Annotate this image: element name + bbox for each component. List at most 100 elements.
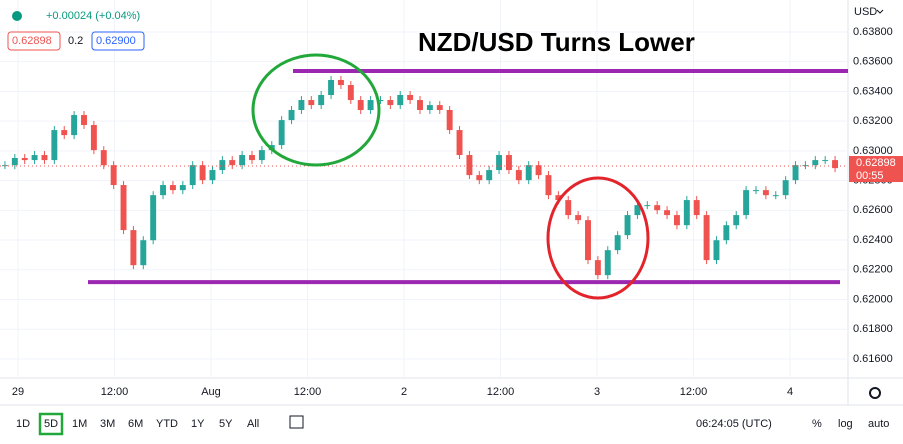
candle <box>209 170 216 181</box>
candle <box>407 94 414 101</box>
x-tick-label: 3 <box>594 386 600 398</box>
candle <box>41 155 48 161</box>
y-tick-label: 0.63800 <box>853 26 893 38</box>
spread: 0.2 <box>68 35 83 47</box>
y-tick-label: 0.63000 <box>853 145 893 157</box>
candle <box>31 155 38 161</box>
candle <box>614 235 621 251</box>
countdown: 00:55 <box>856 170 884 182</box>
candle <box>832 160 839 169</box>
currency[interactable]: USD <box>854 6 877 18</box>
change: +0.00024 (+0.04%) <box>46 10 140 22</box>
candle <box>782 180 789 196</box>
candle <box>772 195 779 197</box>
candle <box>219 160 226 171</box>
candle <box>357 100 364 110</box>
candle <box>199 165 206 181</box>
active-range-box[interactable] <box>38 412 64 436</box>
gear[interactable] <box>869 387 881 399</box>
candle <box>703 215 710 261</box>
bid[interactable]: 0.62898 <box>12 35 52 47</box>
candle <box>150 195 157 241</box>
candle <box>397 94 404 106</box>
last-price-box <box>849 156 903 183</box>
range-button[interactable]: 1Y <box>191 418 205 430</box>
candle <box>466 155 473 176</box>
candle <box>624 215 631 236</box>
range-button[interactable]: 3M <box>100 418 115 430</box>
candle <box>377 100 384 102</box>
range-button[interactable]: 1M <box>72 418 87 430</box>
x-tick-label: 12:00 <box>294 386 322 398</box>
range-button[interactable]: 1D <box>16 418 30 430</box>
calendar-icon[interactable] <box>289 415 304 429</box>
candle <box>575 215 582 221</box>
candle <box>555 195 562 201</box>
candle <box>634 205 641 216</box>
candle <box>723 225 730 241</box>
candle <box>169 185 176 191</box>
candle <box>81 115 87 126</box>
candle <box>802 165 809 167</box>
candle <box>644 205 651 207</box>
candle <box>535 165 542 176</box>
ask-box[interactable] <box>91 31 145 51</box>
range-button[interactable]: 5D <box>44 418 58 430</box>
y-tick-label: 0.63600 <box>853 56 893 68</box>
ask[interactable]: 0.62900 <box>96 35 136 47</box>
candle <box>426 105 433 110</box>
candle <box>545 175 552 196</box>
candle <box>308 100 315 106</box>
candle <box>654 205 661 211</box>
range-button[interactable]: 6M <box>128 418 143 430</box>
range-button[interactable]: YTD <box>156 418 178 430</box>
y-tick-label: 0.63400 <box>853 85 893 97</box>
candle <box>239 155 246 166</box>
candle <box>565 200 572 216</box>
settings-icon[interactable] <box>869 387 881 399</box>
highlight-circle <box>251 53 381 167</box>
candle <box>11 158 18 166</box>
bid-box[interactable] <box>7 31 61 51</box>
y-tick-label: 0.61600 <box>853 353 893 365</box>
status-dot <box>12 11 22 21</box>
candle <box>347 85 354 101</box>
candle <box>179 185 186 191</box>
candle <box>733 215 740 226</box>
highlight-circle <box>546 176 650 300</box>
range-button[interactable]: 5Y <box>219 418 233 430</box>
scale-option[interactable]: log <box>838 418 853 430</box>
candle <box>812 160 819 166</box>
candle <box>110 165 117 186</box>
candle <box>278 120 285 146</box>
candle <box>100 150 107 166</box>
candle <box>318 94 325 106</box>
candle <box>160 185 167 196</box>
candle <box>328 79 335 95</box>
candle <box>713 240 720 261</box>
candle <box>693 200 700 216</box>
last-price: 0.62898 <box>856 157 896 169</box>
x-tick-label: 2 <box>401 386 407 398</box>
candle <box>525 165 532 181</box>
candle <box>456 130 463 156</box>
candle <box>585 220 591 261</box>
candle <box>90 125 97 151</box>
scale-option[interactable]: auto <box>868 418 889 430</box>
currency-chevron[interactable] <box>876 9 884 14</box>
range-button[interactable]: All <box>247 418 259 430</box>
candle <box>387 100 394 106</box>
candle <box>683 200 690 226</box>
candle <box>505 155 512 171</box>
x-tick-label: 12:00 <box>487 386 515 398</box>
clock[interactable]: 06:24:05 (UTC) <box>696 418 772 430</box>
candle <box>288 109 295 121</box>
scale-option[interactable]: % <box>812 418 822 430</box>
y-tick-label: 0.62400 <box>853 234 893 246</box>
x-tick-label: Aug <box>201 386 221 398</box>
y-tick-label: 0.61800 <box>853 323 893 335</box>
y-tick-label: 0.62600 <box>853 204 893 216</box>
y-tick-label: 0.63200 <box>853 115 893 127</box>
candle <box>753 190 759 192</box>
